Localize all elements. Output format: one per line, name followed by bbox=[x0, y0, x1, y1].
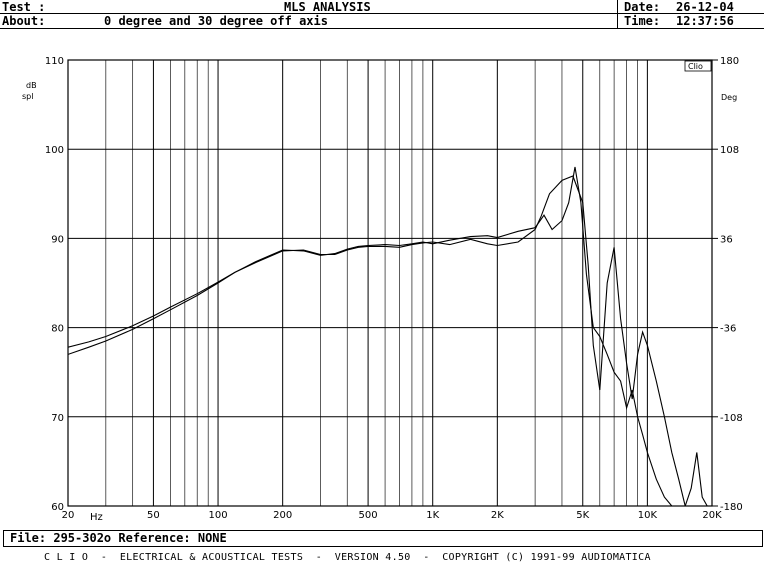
y-tick-label: 100 bbox=[45, 145, 64, 156]
brand-badge bbox=[684, 60, 712, 72]
date-label: Date: bbox=[624, 0, 661, 14]
header-separator bbox=[617, 0, 618, 28]
x-tick-label: 2K bbox=[491, 510, 504, 521]
file-reference-bar: File: 295-302o Reference: NONE bbox=[3, 530, 763, 547]
x-tick-label: 5K bbox=[576, 510, 589, 521]
x-tick-label: 200 bbox=[273, 510, 292, 521]
y-tick-label: 70 bbox=[51, 413, 64, 424]
x-unit-hz: Hz bbox=[90, 512, 103, 523]
series-group bbox=[68, 166, 712, 506]
header-row-1: Test : MLS ANALYSIS Date: 26-12-04 bbox=[0, 0, 764, 14]
time-label: Time: bbox=[624, 14, 661, 28]
y-tick-label: 110 bbox=[45, 56, 64, 67]
header-bottom-rule bbox=[0, 28, 764, 29]
date-value: 26-12-04 bbox=[676, 0, 734, 14]
x-tick-label: 500 bbox=[359, 510, 378, 521]
right-tick-label: -108 bbox=[720, 413, 743, 424]
y-unit-spl: spl bbox=[22, 92, 33, 101]
grid bbox=[68, 59, 712, 507]
about-label: About: bbox=[2, 14, 46, 28]
time-value: 12:37:56 bbox=[676, 14, 734, 28]
right-axis-label: Deg bbox=[721, 93, 737, 102]
y-tick-label: 90 bbox=[51, 234, 64, 245]
footer-text: C L I O - ELECTRICAL & ACOUSTICAL TESTS … bbox=[44, 552, 651, 563]
test-label: Test : bbox=[2, 0, 46, 14]
y-tick-label: 60 bbox=[51, 502, 64, 513]
frequency-response-chart: 60 -180 70 -108 80 -36 90 36 100 108 110 180 20 50 100… bbox=[22, 56, 743, 523]
x-tick-label: 10K bbox=[638, 510, 658, 521]
x-tick-label: 20K bbox=[702, 510, 722, 521]
right-tick-label: -36 bbox=[720, 324, 736, 335]
right-tick-label: 108 bbox=[720, 145, 739, 156]
x-tick-label: 20 bbox=[62, 510, 75, 521]
right-tick-label: -180 bbox=[720, 502, 743, 513]
plot-frame bbox=[67, 59, 713, 507]
right-tick-label: 180 bbox=[720, 56, 739, 67]
right-tick-label: 36 bbox=[720, 234, 733, 245]
header-row-2: About: 0 degree and 30 degree off axis T… bbox=[0, 14, 764, 28]
y-tick-label: 80 bbox=[51, 324, 64, 335]
x-tick-label: 50 bbox=[147, 510, 160, 521]
tick-labels: 60 -180 70 -108 80 -36 90 36 100 108 110 180 20 50 100… bbox=[45, 56, 743, 521]
about-value: 0 degree and 30 degree off axis bbox=[104, 14, 328, 28]
file-reference-text: File: 295-302o Reference: NONE bbox=[10, 531, 227, 545]
page-title: MLS ANALYSIS bbox=[284, 0, 371, 14]
footer: C L I O - ELECTRICAL & ACOUSTICAL TESTS … bbox=[0, 551, 764, 564]
x-tick-label: 1K bbox=[426, 510, 439, 521]
y-unit-db: dB bbox=[26, 81, 37, 90]
x-tick-label: 100 bbox=[208, 510, 227, 521]
header-divider bbox=[0, 13, 764, 14]
series-line-2 bbox=[68, 175, 686, 506]
series-line-1 bbox=[68, 166, 712, 506]
brand-label: Clio bbox=[688, 62, 703, 71]
